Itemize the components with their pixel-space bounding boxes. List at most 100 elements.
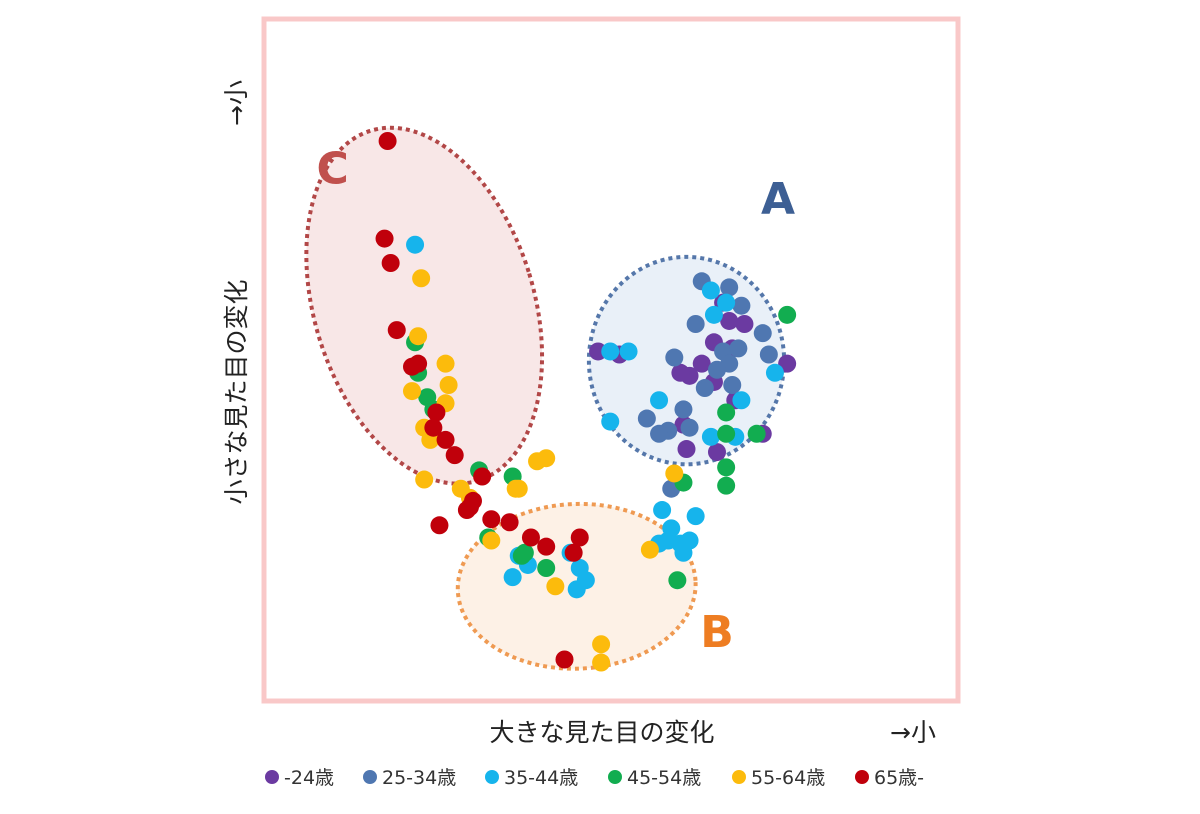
data-point	[671, 363, 690, 382]
data-point	[537, 537, 556, 556]
cluster-c-ellipse	[304, 125, 545, 486]
data-point	[546, 577, 565, 596]
legend-marker	[265, 770, 279, 784]
data-point	[418, 388, 437, 407]
data-point	[717, 293, 736, 312]
legend-item: 45-54歳	[608, 767, 701, 789]
data-point	[701, 427, 720, 446]
data-point	[717, 458, 736, 477]
legend-item: 25-34歳	[363, 767, 456, 789]
legend-label: 25-34歳	[382, 767, 456, 789]
data-point	[747, 424, 766, 443]
data-point	[686, 315, 705, 333]
data-point	[708, 360, 726, 379]
data-point	[381, 254, 400, 272]
cluster-a-label: A	[761, 174, 795, 225]
data-point	[555, 650, 574, 669]
legend-label: -24歳	[284, 767, 334, 789]
data-point	[708, 443, 726, 462]
data-point	[717, 476, 736, 495]
legend-label: 55-64歳	[751, 767, 825, 789]
data-point	[515, 543, 534, 562]
data-point	[387, 321, 406, 340]
data-point	[473, 467, 492, 486]
legend-marker	[485, 770, 499, 784]
data-point	[717, 403, 736, 422]
data-point	[668, 571, 687, 590]
data-point	[665, 348, 684, 367]
data-point	[592, 653, 611, 672]
x-axis-label: 大きな見た目の変化	[489, 718, 714, 747]
y-axis-arrow-label: →小	[222, 80, 251, 126]
cluster-labels-layer: A B C	[317, 144, 795, 659]
data-point	[674, 400, 693, 419]
data-point	[567, 580, 586, 599]
data-point	[500, 513, 519, 532]
data-point	[692, 354, 711, 373]
data-point	[436, 430, 455, 449]
data-point	[732, 296, 751, 315]
data-point	[430, 516, 449, 535]
data-point	[378, 132, 397, 150]
data-point	[720, 278, 739, 297]
data-point	[765, 363, 784, 382]
data-point	[720, 311, 739, 330]
data-point	[735, 315, 754, 333]
legend-label: 65歳-	[874, 767, 924, 789]
data-points-layer	[375, 132, 797, 672]
data-point	[424, 418, 443, 437]
data-point	[564, 543, 583, 562]
data-point	[482, 510, 501, 529]
x-axis-arrow-label: →小	[890, 718, 936, 747]
cluster-c-label: C	[317, 144, 349, 195]
legend-item: 35-44歳	[485, 767, 578, 789]
data-point	[704, 305, 723, 324]
data-point	[680, 531, 699, 550]
data-point	[460, 498, 479, 516]
data-point	[521, 528, 540, 547]
series-4-points	[403, 269, 684, 672]
legend-marker	[363, 770, 377, 784]
data-point	[778, 305, 797, 324]
data-point	[570, 528, 589, 547]
data-point	[650, 391, 669, 410]
data-point	[503, 568, 522, 587]
series-3-points	[406, 305, 797, 590]
legend-marker	[855, 770, 869, 784]
data-point	[759, 345, 778, 364]
data-point	[403, 382, 421, 401]
legend: -24歳 25-34歳 35-44歳 45-54歳 55-64歳 65歳-	[265, 767, 924, 789]
data-point	[415, 470, 434, 489]
data-point	[729, 339, 748, 358]
data-point	[753, 324, 772, 343]
data-point	[686, 507, 705, 526]
data-point	[650, 424, 669, 443]
legend-marker	[732, 770, 746, 784]
data-point	[436, 354, 455, 373]
cluster-b-label: B	[700, 607, 734, 658]
data-point	[677, 440, 696, 459]
legend-label: 45-54歳	[627, 767, 701, 789]
data-point	[601, 342, 620, 361]
y-axis-label: 小さな見た目の変化	[222, 279, 251, 504]
series-1-points	[637, 272, 778, 498]
data-point	[717, 424, 736, 443]
data-point	[406, 235, 425, 254]
data-point	[680, 418, 699, 437]
data-point	[537, 559, 556, 577]
data-point	[701, 281, 720, 300]
series-5-points	[375, 132, 589, 669]
data-point	[619, 342, 638, 361]
data-point	[409, 327, 428, 346]
data-point	[445, 446, 464, 465]
data-point	[375, 229, 394, 248]
plot-frame	[261, 16, 961, 704]
data-point	[427, 403, 446, 422]
legend-label: 35-44歳	[504, 767, 578, 789]
data-point	[732, 391, 751, 410]
legend-item: 65歳-	[855, 767, 924, 789]
data-point	[653, 501, 672, 520]
data-point	[509, 479, 528, 498]
